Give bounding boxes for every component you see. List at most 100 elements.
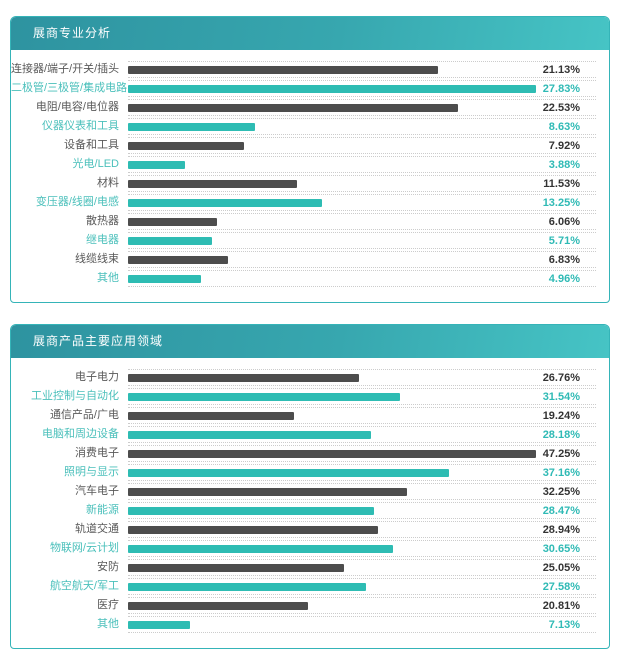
bar	[128, 217, 217, 226]
category-label: 航空航天/军工	[49, 580, 119, 592]
chart-row: 工业控制与自动化 31.54%	[11, 387, 609, 406]
category-label: 电脑和周边设备	[42, 428, 119, 440]
chart-row: 新能源 28.47%	[11, 501, 609, 520]
value-label: 22.53%	[542, 101, 580, 114]
bar	[128, 392, 401, 401]
category-label: 连接器/端子/开关/插头	[11, 63, 120, 75]
bar-track: 3.88%	[128, 156, 596, 173]
value-label: 6.06%	[548, 215, 580, 228]
bar	[128, 620, 190, 629]
chart-row: 物联网/云计划 30.65%	[11, 539, 609, 558]
bar-track: 7.13%	[128, 616, 596, 633]
bar-track: 31.54%	[128, 388, 596, 405]
chart-exhibitor-specialty-analysis: 连接器/端子/开关/插头 21.13% 二极管/三极管/集成电路 27.83% 电阻/电…	[11, 50, 609, 302]
bar-track: 6.06%	[128, 213, 596, 230]
bar	[128, 160, 185, 169]
category-label: 照明与显示	[64, 466, 119, 478]
value-label: 7.92%	[548, 139, 580, 152]
value-label: 32.25%	[542, 485, 580, 498]
bar	[128, 255, 229, 264]
panel-exhibitor-specialty-analysis: 展商专业分析 连接器/端子/开关/插头 21.13% 二极管/三极管/集成电路 27.…	[10, 16, 610, 303]
panel-product-application-areas: 展商产品主要应用领域 电子电力 26.76% 工业控制与自动化 31.54% 通信产品/…	[10, 324, 610, 649]
chart-row: 设备和工具 7.92%	[11, 136, 609, 155]
value-label: 37.16%	[542, 466, 580, 479]
bar-track: 19.24%	[128, 407, 596, 424]
value-label: 27.83%	[542, 82, 581, 95]
category-label: 医疗	[97, 599, 119, 611]
bar	[128, 601, 308, 610]
chart-row: 光电/LED 3.88%	[11, 155, 609, 174]
value-label: 25.05%	[542, 561, 580, 574]
value-label: 11.53%	[543, 177, 580, 190]
bar-track: 25.05%	[128, 559, 596, 576]
category-label: 变压器/线圈/电感	[35, 196, 119, 208]
bar	[128, 65, 438, 74]
value-label: 5.71%	[548, 234, 580, 247]
category-label: 仪器仪表和工具	[42, 120, 119, 132]
bar-track: 28.18%	[128, 426, 596, 443]
bar	[128, 506, 374, 515]
bar-track: 6.83%	[128, 251, 596, 268]
bar-track: 27.58%	[128, 578, 596, 595]
category-label: 其他	[97, 272, 119, 284]
value-label: 26.76%	[542, 371, 580, 384]
value-label: 47.25%	[542, 447, 581, 460]
category-label: 材料	[97, 177, 119, 189]
bar	[128, 449, 537, 458]
chart-row: 电阻/电容/电位器 22.53%	[11, 98, 609, 117]
value-label: 28.47%	[542, 504, 580, 517]
bar-track: 7.92%	[128, 137, 596, 154]
bar	[128, 525, 378, 534]
bar-track: 32.25%	[128, 483, 596, 500]
chart-row: 线缆线束 6.83%	[11, 250, 609, 269]
chart-row: 散热器 6.06%	[11, 212, 609, 231]
category-label: 物联网/云计划	[49, 542, 119, 554]
category-label: 光电/LED	[72, 158, 119, 170]
bar	[128, 373, 360, 382]
category-label: 其他	[97, 618, 119, 630]
chart-row: 轨道交通 28.94%	[11, 520, 609, 539]
bar-track: 47.25%	[128, 445, 596, 462]
category-label: 轨道交通	[75, 523, 119, 535]
bar-track: 27.83%	[128, 80, 596, 97]
bar	[128, 198, 323, 207]
category-label: 二极管/三极管/集成电路	[11, 82, 128, 94]
category-label: 工业控制与自动化	[31, 390, 119, 402]
bar-track: 5.71%	[128, 232, 596, 249]
bar-track: 20.81%	[128, 597, 596, 614]
bar-track: 28.47%	[128, 502, 596, 519]
bar-track: 21.13%	[128, 61, 596, 78]
bar	[128, 487, 407, 496]
chart-row: 其他 7.13%	[11, 615, 609, 634]
chart-row: 二极管/三极管/集成电路 27.83%	[11, 79, 609, 98]
value-label: 28.94%	[542, 523, 580, 536]
chart-row: 其他 4.96%	[11, 269, 609, 288]
bar	[128, 179, 298, 188]
value-label: 4.96%	[548, 272, 580, 285]
chart-row: 医疗 20.81%	[11, 596, 609, 615]
category-label: 通信产品/广电	[49, 409, 119, 421]
bar-track: 8.63%	[128, 118, 596, 135]
bar-track: 4.96%	[128, 270, 596, 287]
chart-row: 变压器/线圈/电感 13.25%	[11, 193, 609, 212]
bar	[128, 411, 295, 420]
value-label: 8.63%	[548, 120, 580, 133]
value-label: 13.25%	[542, 196, 580, 209]
value-label: 19.24%	[542, 409, 580, 422]
value-label: 6.83%	[548, 253, 580, 266]
chart-row: 消费电子 47.25%	[11, 444, 609, 463]
chart-product-application-areas: 电子电力 26.76% 工业控制与自动化 31.54% 通信产品/广电 19.24% 电脑和…	[11, 358, 609, 648]
chart-row: 仪器仪表和工具 8.63%	[11, 117, 609, 136]
category-label: 汽车电子	[75, 485, 119, 497]
bar-track: 37.16%	[128, 464, 596, 481]
bar-track: 26.76%	[128, 369, 596, 386]
bar	[128, 563, 345, 572]
chart-row: 电脑和周边设备 28.18%	[11, 425, 609, 444]
panel-title-product-application-areas: 展商产品主要应用领域	[11, 325, 609, 358]
bar	[128, 544, 393, 553]
category-label: 消费电子	[75, 447, 119, 459]
bar	[128, 141, 245, 150]
value-label: 7.13%	[548, 618, 580, 631]
category-label: 继电器	[86, 234, 119, 246]
